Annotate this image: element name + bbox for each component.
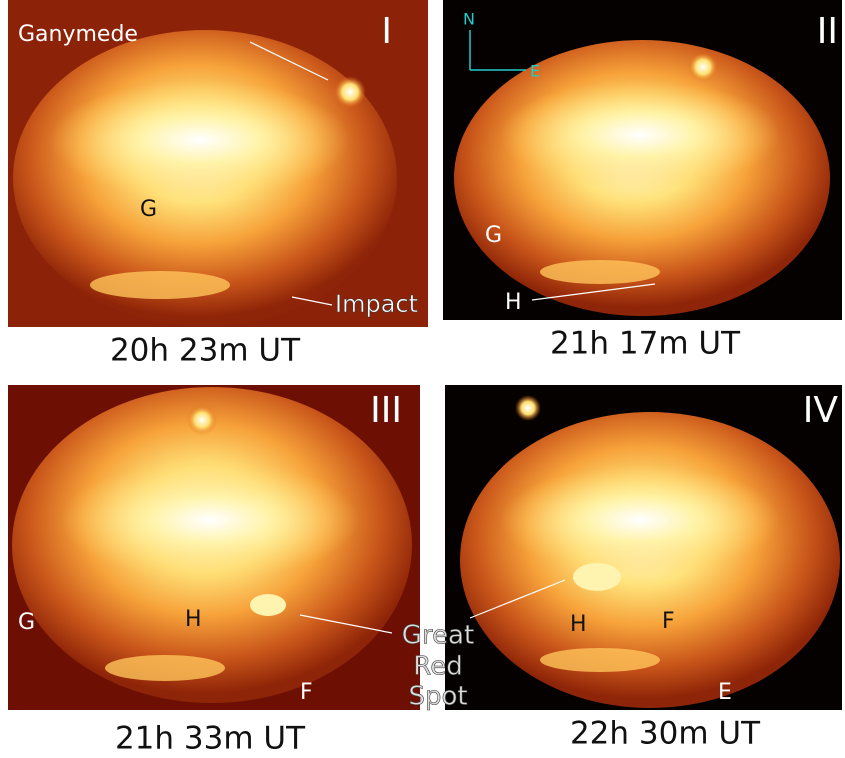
label: F — [662, 609, 675, 634]
compass-label: E — [530, 62, 540, 81]
southern-band — [540, 260, 660, 284]
great-red-spot — [250, 594, 286, 616]
label: H — [570, 612, 587, 637]
compass-label: N — [463, 10, 475, 29]
southern-band — [105, 655, 225, 681]
annotation: Impact — [335, 290, 418, 318]
label: H — [185, 607, 202, 632]
panel-2: N E II G — [443, 0, 842, 320]
ganymede — [688, 52, 718, 82]
panel-numeral: I — [381, 11, 392, 52]
southern-band — [540, 648, 660, 672]
caption: 20h 23m UT — [110, 333, 301, 369]
panel-4: IV H F E — [445, 385, 842, 710]
label: Ganymede — [18, 22, 138, 47]
caption: 21h 17m UT — [550, 326, 741, 362]
panel-3: III G H F — [8, 385, 420, 710]
figure: Ganymede I G N E II G Impact H 20h 23m U… — [0, 0, 845, 758]
label: G — [485, 223, 502, 248]
bright-band — [500, 80, 780, 190]
annotation: Spot — [408, 682, 467, 712]
label: H — [505, 290, 522, 315]
panel-numeral: IV — [803, 390, 839, 431]
caption: 22h 30m UT — [570, 716, 761, 752]
ganymede — [515, 395, 541, 421]
label: G — [18, 610, 35, 635]
label: G — [140, 197, 157, 222]
panel-1: Ganymede I G — [8, 0, 428, 327]
ganymede — [334, 76, 366, 108]
bright-band — [60, 460, 360, 580]
great-red-spot — [573, 563, 621, 591]
annotation: Red — [413, 652, 462, 682]
caption: 21h 33m UT — [115, 721, 306, 757]
bright-band — [500, 465, 780, 575]
annotation: Great — [402, 621, 474, 651]
label: E — [718, 680, 732, 705]
southern-band — [90, 271, 230, 299]
bright-band — [50, 80, 350, 200]
panel-numeral: II — [817, 11, 838, 52]
ganymede — [187, 405, 217, 435]
panel-numeral: III — [370, 390, 402, 431]
label: F — [300, 680, 313, 705]
